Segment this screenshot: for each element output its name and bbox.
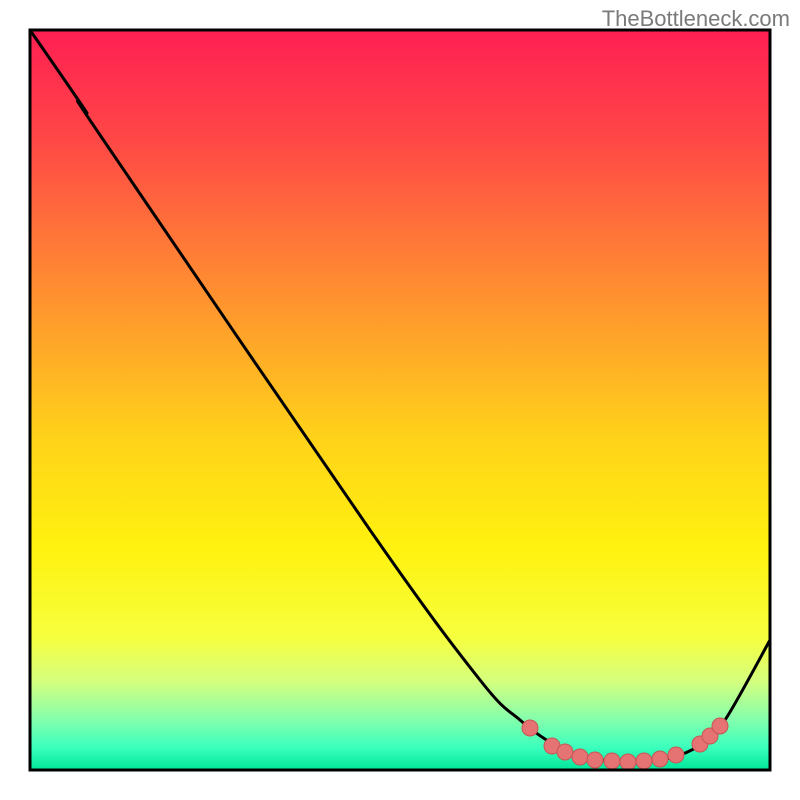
plot-background	[30, 30, 770, 770]
watermark-text: TheBottleneck.com	[602, 6, 790, 32]
marker-point	[668, 747, 684, 763]
marker-point	[557, 744, 573, 760]
marker-point	[522, 720, 538, 736]
bottleneck-curve-chart	[0, 0, 800, 800]
marker-point	[572, 749, 588, 765]
marker-point	[712, 718, 728, 734]
marker-point	[620, 754, 636, 770]
marker-point	[652, 751, 668, 767]
marker-point	[587, 752, 603, 768]
chart-container	[0, 0, 800, 800]
marker-point	[604, 753, 620, 769]
marker-point	[636, 753, 652, 769]
